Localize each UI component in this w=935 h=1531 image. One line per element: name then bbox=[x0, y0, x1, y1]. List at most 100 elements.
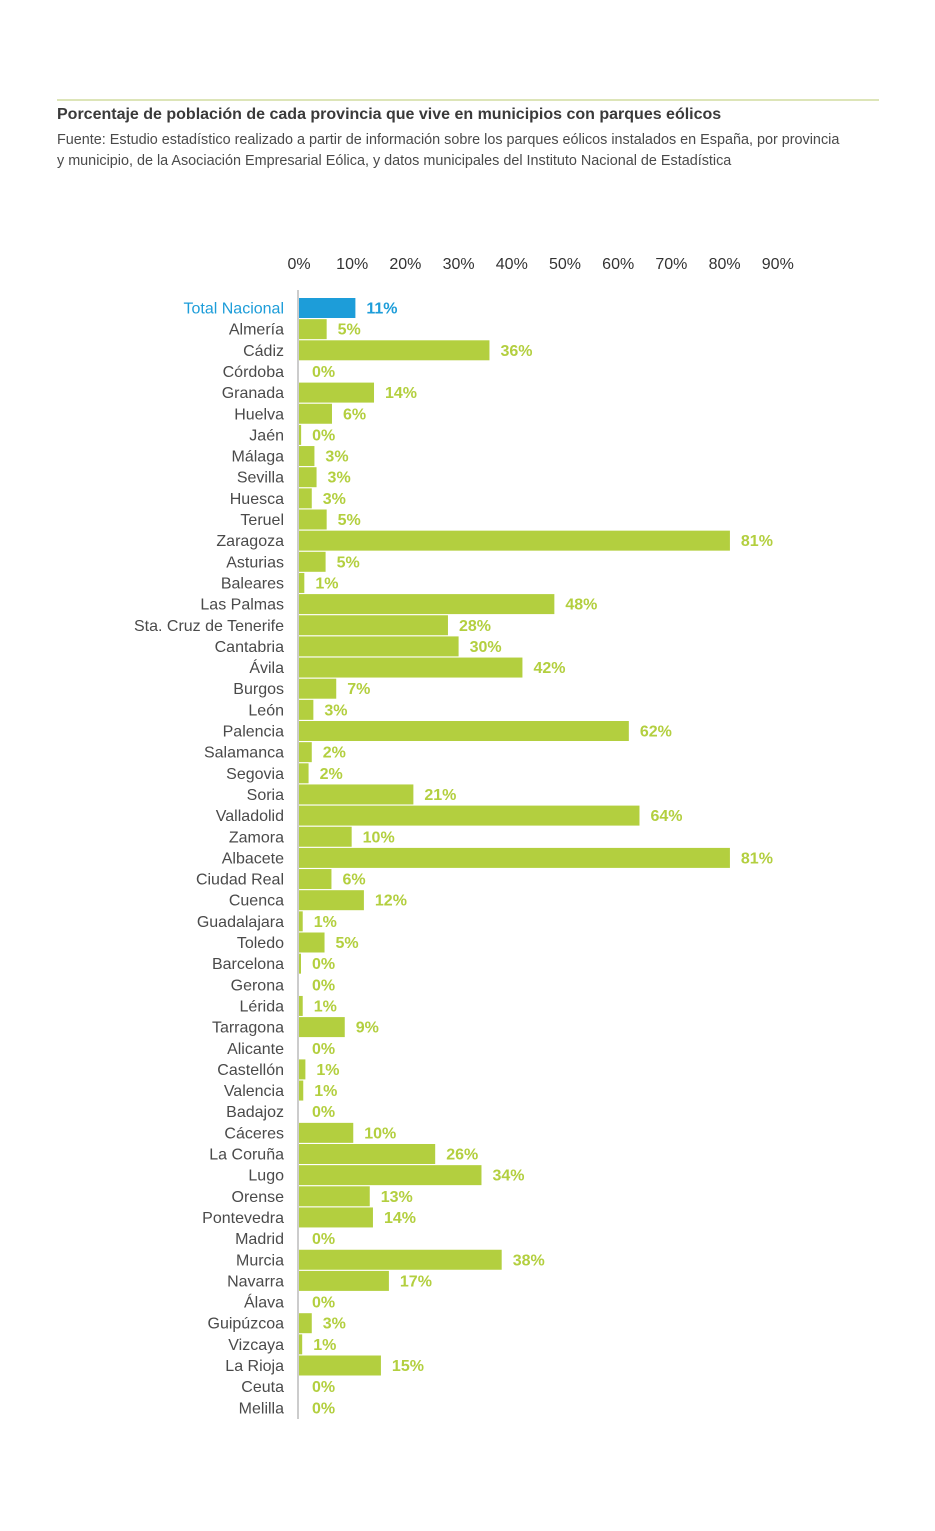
value-label: 42% bbox=[533, 660, 565, 677]
category-label: Albacete bbox=[222, 850, 284, 867]
category-label: Vizcaya bbox=[228, 1337, 284, 1354]
category-label: Murcia bbox=[236, 1252, 284, 1269]
category-label: Teruel bbox=[240, 512, 284, 529]
value-label: 0% bbox=[312, 1295, 335, 1312]
chart-title: Porcentaje de población de cada provinci… bbox=[57, 106, 722, 123]
value-label: 5% bbox=[338, 322, 361, 339]
value-label: 6% bbox=[343, 406, 366, 423]
bar bbox=[299, 1313, 312, 1334]
value-label: 30% bbox=[470, 639, 502, 656]
bar bbox=[299, 869, 332, 890]
category-label: Burgos bbox=[233, 681, 284, 698]
bar bbox=[299, 1207, 373, 1228]
bar bbox=[299, 784, 414, 805]
value-label: 10% bbox=[364, 1125, 396, 1142]
value-label: 5% bbox=[336, 935, 359, 952]
category-label: Salamanca bbox=[204, 745, 284, 762]
value-label: 2% bbox=[323, 745, 346, 762]
bar bbox=[299, 594, 555, 615]
bar bbox=[299, 763, 309, 784]
category-label: Guipúzcoa bbox=[208, 1316, 285, 1333]
value-label: 5% bbox=[338, 512, 361, 529]
value-label: 0% bbox=[312, 956, 335, 973]
value-label: 3% bbox=[324, 702, 347, 719]
category-label: Valencia bbox=[224, 1083, 284, 1100]
bar bbox=[299, 1144, 436, 1164]
x-tick-label: 10% bbox=[336, 256, 368, 273]
category-label: Huelva bbox=[234, 406, 284, 423]
category-label: Huesca bbox=[230, 491, 284, 508]
value-label: 3% bbox=[325, 449, 348, 466]
value-label: 14% bbox=[385, 385, 417, 402]
category-label: Navarra bbox=[227, 1273, 284, 1290]
bar bbox=[299, 424, 302, 445]
bar bbox=[299, 699, 314, 720]
category-label: Melilla bbox=[239, 1400, 284, 1417]
bar bbox=[299, 826, 352, 847]
category-label: Ceuta bbox=[241, 1379, 284, 1396]
value-label: 21% bbox=[424, 787, 456, 804]
bar bbox=[299, 319, 327, 340]
category-label: Ávila bbox=[249, 658, 284, 677]
bar bbox=[299, 340, 490, 361]
category-label: Tarragona bbox=[212, 1020, 284, 1037]
category-label: Zaragoza bbox=[216, 533, 284, 550]
value-label: 0% bbox=[312, 1379, 335, 1396]
value-label: 17% bbox=[400, 1273, 432, 1290]
value-label: 81% bbox=[741, 533, 773, 550]
source-line-2: y municipio, de la Asociación Empresaria… bbox=[57, 153, 732, 169]
x-tick-label: 60% bbox=[602, 256, 634, 273]
value-label: 0% bbox=[312, 1041, 335, 1058]
bar bbox=[299, 890, 364, 911]
category-label: Segovia bbox=[226, 766, 284, 783]
category-label: Soria bbox=[247, 787, 284, 804]
bar bbox=[299, 1017, 345, 1038]
bar bbox=[299, 1165, 482, 1186]
category-label: Castellón bbox=[217, 1062, 284, 1079]
source-line-1: Fuente: Estudio estadístico realizado a … bbox=[57, 132, 840, 148]
category-label: Lugo bbox=[248, 1168, 284, 1185]
category-label: Baleares bbox=[221, 575, 284, 592]
category-label: Málaga bbox=[232, 449, 285, 466]
category-label: Las Palmas bbox=[200, 597, 284, 614]
bar bbox=[299, 1059, 306, 1080]
bar bbox=[299, 636, 459, 657]
value-label: 1% bbox=[314, 998, 337, 1015]
category-label: Jaén bbox=[249, 427, 284, 444]
bar bbox=[299, 805, 640, 826]
category-label: Sevilla bbox=[237, 470, 284, 487]
bar bbox=[299, 551, 326, 572]
value-label: 0% bbox=[312, 1104, 335, 1121]
category-label: Gerona bbox=[231, 977, 284, 994]
bar bbox=[299, 298, 356, 318]
category-label: Cuenca bbox=[229, 893, 284, 910]
bar bbox=[299, 1186, 370, 1207]
category-label: Orense bbox=[232, 1189, 285, 1206]
value-label: 11% bbox=[366, 301, 397, 318]
bar bbox=[299, 467, 317, 488]
value-label: 26% bbox=[446, 1147, 478, 1164]
bar bbox=[299, 932, 325, 953]
value-label: 12% bbox=[375, 893, 407, 910]
category-label: Toledo bbox=[237, 935, 284, 952]
bar bbox=[299, 847, 730, 868]
category-label: Córdoba bbox=[223, 364, 284, 381]
category-label: Ciudad Real bbox=[196, 872, 284, 889]
bar bbox=[299, 446, 315, 467]
chart-source: Fuente: Estudio estadístico realizado a … bbox=[57, 130, 897, 172]
value-label: 64% bbox=[650, 808, 682, 825]
category-label: Pontevedra bbox=[202, 1210, 284, 1227]
x-tick-label: 50% bbox=[549, 256, 581, 273]
value-label: 81% bbox=[741, 850, 773, 867]
x-tick-label: 80% bbox=[709, 256, 741, 273]
category-label: La Rioja bbox=[225, 1358, 284, 1375]
x-tick-label: 20% bbox=[389, 256, 421, 273]
value-label: 14% bbox=[384, 1210, 416, 1227]
category-label: Álava bbox=[244, 1293, 284, 1312]
bar bbox=[299, 953, 301, 974]
value-label: 13% bbox=[381, 1189, 413, 1206]
value-label: 0% bbox=[312, 427, 335, 444]
value-label: 3% bbox=[328, 470, 351, 487]
bar bbox=[299, 1080, 304, 1101]
